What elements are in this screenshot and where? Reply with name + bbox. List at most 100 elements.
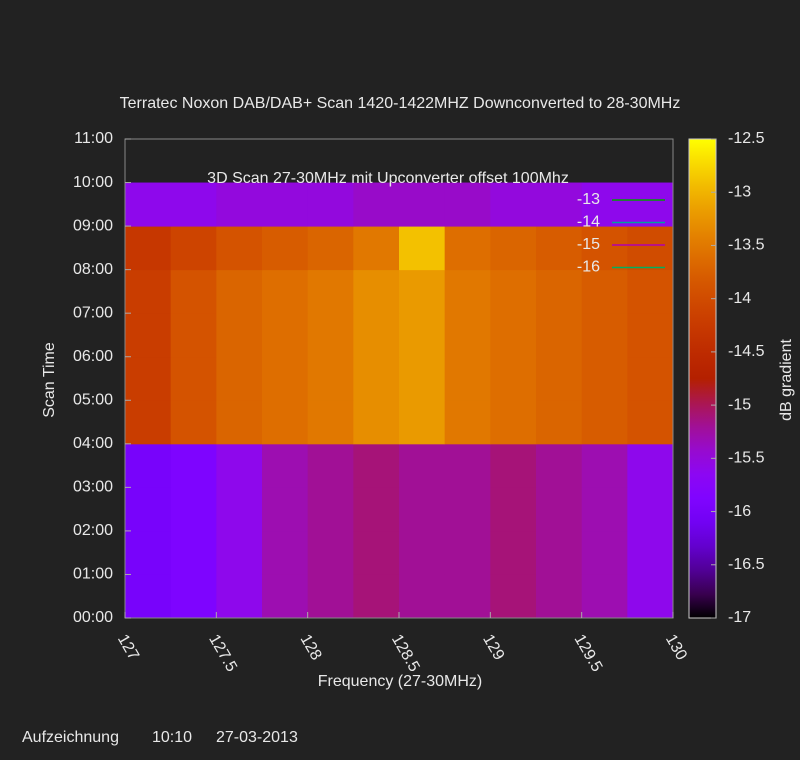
- heatmap-cell: [125, 313, 172, 358]
- heatmap-cell: [216, 574, 263, 619]
- heatmap-cell: [353, 226, 400, 271]
- heatmap-cell: [125, 530, 172, 575]
- x-tick-label: 129.5: [571, 632, 606, 675]
- heatmap-cell: [581, 226, 628, 271]
- heatmap-cell: [581, 400, 628, 445]
- heatmap-cell: [627, 182, 674, 227]
- chart-title: Terratec Noxon DAB/DAB+ Scan 1420-1422MH…: [120, 95, 681, 112]
- y-tick-label: 03:00: [73, 479, 113, 496]
- heatmap-cell: [399, 313, 446, 358]
- heatmap-cell: [353, 530, 400, 575]
- heatmap-cell: [216, 269, 263, 314]
- heatmap-cell: [581, 487, 628, 532]
- x-tick-label: 128.5: [388, 632, 423, 675]
- heatmap-cell: [581, 182, 628, 227]
- heatmap-cell: [536, 182, 583, 227]
- heatmap-cell: [444, 400, 491, 445]
- legend-label: -16: [577, 259, 600, 276]
- heatmap-cell: [216, 443, 263, 488]
- y-tick-label: 07:00: [73, 304, 113, 321]
- heatmap-cell: [490, 182, 537, 227]
- heatmap-cell: [307, 443, 354, 488]
- heatmap-cell: [444, 226, 491, 271]
- x-tick-label: 127.5: [205, 632, 240, 675]
- heatmap-cell: [170, 313, 217, 358]
- heatmap-cell: [581, 269, 628, 314]
- heatmap-cell: [627, 356, 674, 401]
- heatmap-cell: [581, 443, 628, 488]
- heatmap-cell: [627, 226, 674, 271]
- heatmap-cell: [170, 356, 217, 401]
- heatmap-cell: [627, 269, 674, 314]
- heatmap-cell: [262, 313, 309, 358]
- heatmap-cell: [307, 182, 354, 227]
- heatmap-cell: [353, 269, 400, 314]
- heatmap-cell: [262, 269, 309, 314]
- y-tick-label: 11:00: [74, 130, 113, 147]
- heatmap-cell: [307, 530, 354, 575]
- heatmap-cell: [262, 443, 309, 488]
- colorbar-tick-label: -12.5: [728, 130, 765, 147]
- heatmap-cell: [262, 400, 309, 445]
- heatmap-cell: [444, 443, 491, 488]
- heatmap-cell: [216, 226, 263, 271]
- heatmap-cell: [353, 443, 400, 488]
- heatmap-cell: [399, 400, 446, 445]
- heatmap-cell: [444, 574, 491, 619]
- heatmap-cell: [490, 226, 537, 271]
- legend-label: -15: [577, 236, 600, 253]
- heatmap-cell: [627, 313, 674, 358]
- y-tick-label: 02:00: [73, 522, 113, 539]
- heatmap-cell: [536, 574, 583, 619]
- heatmap-cell: [170, 530, 217, 575]
- heatmap-cell: [307, 400, 354, 445]
- colorbar: [688, 138, 717, 619]
- heatmap-cell: [262, 574, 309, 619]
- annotation: 3D Scan 27-30MHz mit Upconverter offset …: [207, 170, 569, 187]
- footer-label: Aufzeichnung: [22, 729, 119, 746]
- colorbar-tick-label: -13.5: [728, 237, 765, 254]
- heatmap-cell: [170, 487, 217, 532]
- heatmap-cell: [216, 356, 263, 401]
- footer-date: 27-03-2013: [216, 729, 298, 746]
- heatmap-cell: [536, 400, 583, 445]
- heatmap-cell: [307, 226, 354, 271]
- heatmap-cell: [170, 443, 217, 488]
- colorbar-tick-label: -14: [728, 290, 751, 307]
- heatmap-cell: [170, 182, 217, 227]
- heatmap-cell: [399, 182, 446, 227]
- heatmap-cell: [490, 313, 537, 358]
- heatmap: [125, 182, 674, 619]
- heatmap-cell: [444, 182, 491, 227]
- heatmap-cell: [125, 269, 172, 314]
- heatmap-cell: [536, 313, 583, 358]
- heatmap-cell: [581, 530, 628, 575]
- heatmap-cell: [307, 269, 354, 314]
- heatmap-cell: [216, 313, 263, 358]
- y-tick-label: 04:00: [73, 435, 113, 452]
- colorbar-tick-label: -17: [728, 609, 751, 626]
- heatmap-cell: [125, 487, 172, 532]
- heatmap-cell: [216, 400, 263, 445]
- legend-label: -13: [577, 191, 600, 208]
- heatmap-cell: [444, 356, 491, 401]
- heatmap-cell: [307, 574, 354, 619]
- heatmap-cell: [490, 487, 537, 532]
- heatmap-cell: [444, 530, 491, 575]
- x-tick-label: 130: [662, 632, 690, 664]
- colorbar-tick-label: -16: [728, 503, 751, 520]
- heatmap-cell: [125, 400, 172, 445]
- heatmap-cell: [262, 226, 309, 271]
- heatmap-cell: [307, 356, 354, 401]
- heatmap-cell: [216, 487, 263, 532]
- y-tick-label: 08:00: [73, 261, 113, 278]
- y-tick-label: 09:00: [73, 217, 113, 234]
- colorbar-label: dB gradient: [778, 339, 795, 421]
- overlay: 127 127.5 128 128.5 129 129.5 130 00:00 01:00 02:…: [73, 130, 765, 675]
- heatmap-cell: [262, 487, 309, 532]
- heatmap-cell: [399, 487, 446, 532]
- x-tick-label: 127: [114, 632, 142, 664]
- heatmap-cell: [627, 443, 674, 488]
- heatmap-cell: [536, 356, 583, 401]
- heatmap-cell: [399, 356, 446, 401]
